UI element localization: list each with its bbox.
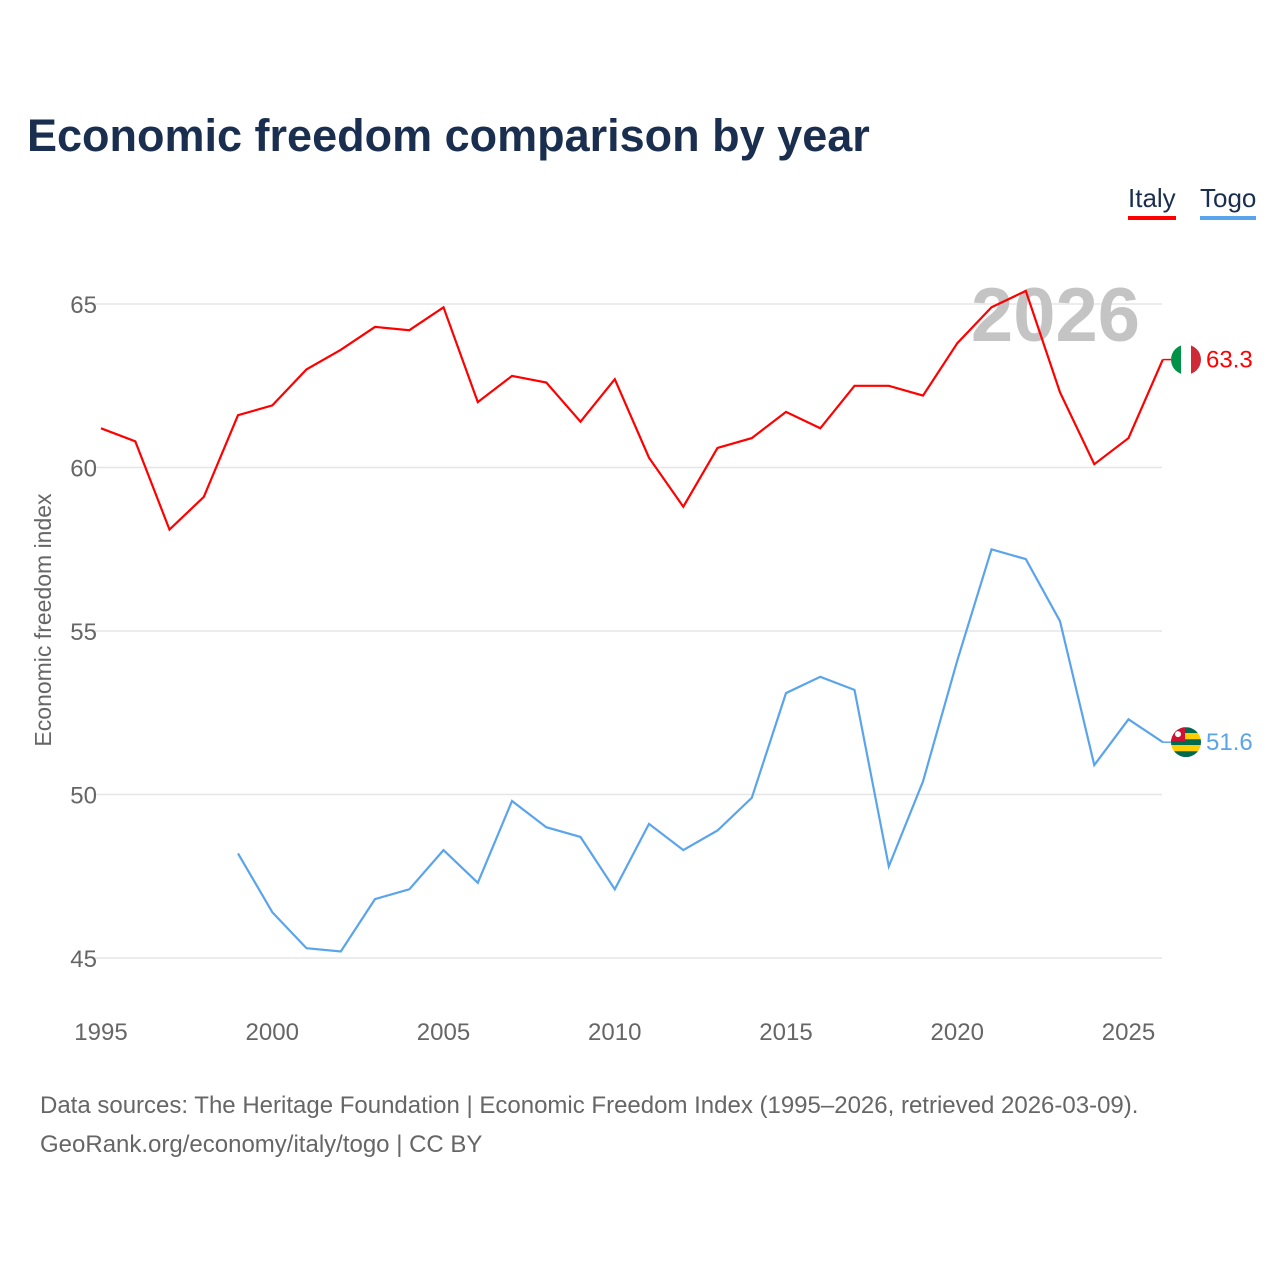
legend-togo[interactable]: Togo [1200,183,1257,220]
series-line-togo [237,547,1164,953]
x-tick-label: 2020 [931,1019,984,1046]
year-watermark: 2026 [971,273,1140,358]
x-tick-label: 1995 [74,1019,127,1046]
chart-title: Economic freedom comparison by year [27,110,870,161]
y-tick-label: 60 [70,456,97,483]
end-value-label-togo: 51.6 [1206,729,1253,756]
y-tick-label: 65 [70,292,97,319]
source-note: Data sources: The Heritage Foundation | … [40,1086,1138,1164]
source-line-1: Data sources: The Heritage Foundation | … [40,1092,1139,1119]
y-tick-label: 55 [70,619,97,646]
legend-italy[interactable]: Italy [1128,183,1176,220]
source-line-2: GeoRank.org/economy/italy/togo | CC BY [40,1131,483,1158]
y-tick-label: 50 [70,783,97,810]
y-tick-label: 45 [70,946,97,973]
series-line-italy [100,289,1164,532]
end-value-label-italy: 63.3 [1206,347,1253,374]
y-axis-label: Economic freedom index [30,493,56,747]
x-tick-label: 2025 [1102,1019,1155,1046]
x-tick-label: 2010 [588,1019,641,1046]
x-tick-label: 2005 [417,1019,470,1046]
x-tick-label: 2000 [246,1019,299,1046]
flag-icon-italy [1171,344,1201,375]
flag-icon-togo [1171,727,1201,758]
x-tick-label: 2015 [759,1019,812,1046]
